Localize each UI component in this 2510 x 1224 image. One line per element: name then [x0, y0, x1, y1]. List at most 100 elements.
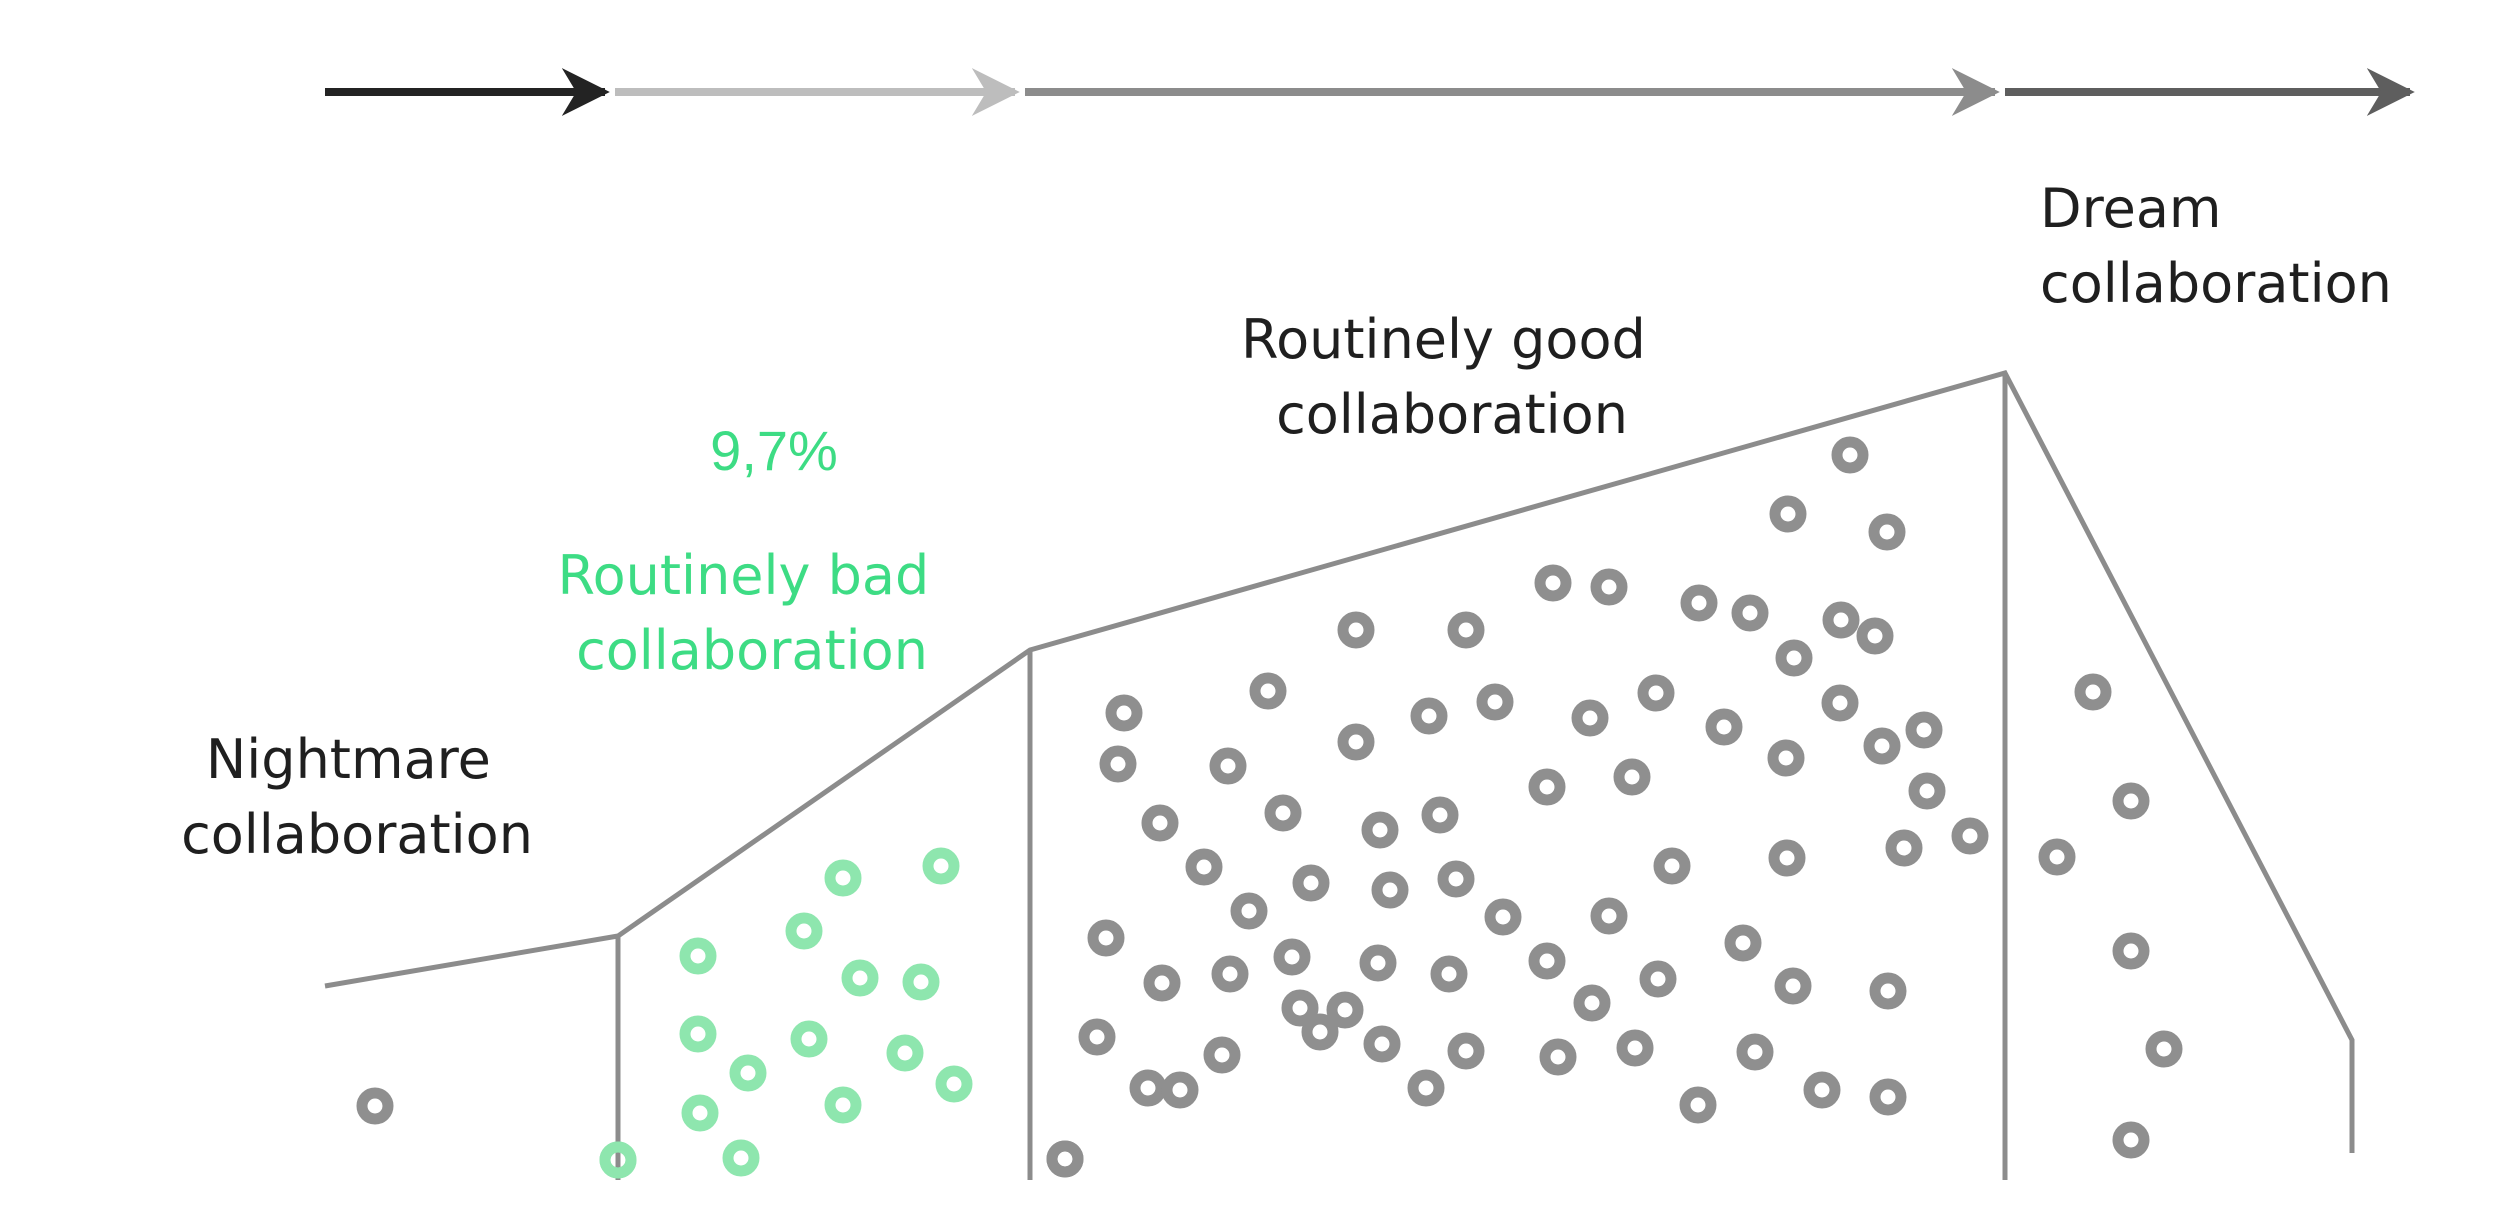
collaboration-dot [1249, 672, 1287, 710]
collaboration-dot [1768, 839, 1806, 877]
collaboration-dot [1421, 796, 1459, 834]
collaboration-dot [1573, 984, 1611, 1022]
collaboration-dot [1821, 684, 1859, 722]
label-dream: Dream collaboration [2040, 177, 2392, 315]
collaboration-dot [1767, 739, 1805, 777]
collaboration-dot [841, 959, 879, 997]
collaboration-dot [679, 1015, 717, 1053]
collaboration-dot [1099, 745, 1137, 783]
collaboration-dot [935, 1065, 973, 1103]
collaboration-dot [1653, 847, 1691, 885]
collaboration-dot [2112, 1121, 2150, 1159]
collaboration-dot [1273, 938, 1311, 976]
collaboration-dot [1534, 564, 1572, 602]
collaboration-dot [356, 1087, 394, 1125]
collaboration-dot [1724, 924, 1762, 962]
collaboration-dot [1803, 1071, 1841, 1109]
collaboration-dot [1337, 723, 1375, 761]
collaboration-dot [824, 859, 862, 897]
collaboration-dot [679, 937, 717, 975]
collaboration-dot [922, 847, 960, 885]
collaboration-dot [1775, 639, 1813, 677]
collaboration-dot [1868, 513, 1906, 551]
collaboration-dot [1143, 964, 1181, 1002]
collaboration-dot [1679, 1086, 1717, 1124]
collaboration-dot [1371, 871, 1409, 909]
collaboration-dot [1430, 955, 1468, 993]
collaboration-dot [1822, 601, 1860, 639]
collaboration-dot [790, 1020, 828, 1058]
collaboration-dot [599, 1141, 637, 1179]
distribution-outline [324, 370, 2355, 1180]
collaboration-dot [824, 1086, 862, 1124]
collaboration-dot [1705, 708, 1743, 746]
collaboration-dot [1230, 892, 1268, 930]
collaboration-dot [1639, 960, 1677, 998]
collaboration-dot [1616, 1029, 1654, 1067]
collaboration-dot [729, 1054, 767, 1092]
collaboration-dot [1211, 955, 1249, 993]
collaboration-dot [1363, 1025, 1401, 1063]
collaboration-dot [2112, 932, 2150, 970]
collaboration-dot [722, 1139, 760, 1177]
collaboration-dot [1292, 864, 1330, 902]
collaboration-dot [1407, 1069, 1445, 1107]
collaboration-dot [1613, 758, 1651, 796]
collaboration-dot [1905, 711, 1943, 749]
collaboration-dot [1539, 1038, 1577, 1076]
collaboration-dot [1908, 772, 1946, 810]
collaboration-dot [1869, 972, 1907, 1010]
collaboration-dot [1885, 829, 1923, 867]
collaboration-dot [1731, 594, 1769, 632]
collaboration-dot [1141, 804, 1179, 842]
collaboration-dot [1528, 942, 1566, 980]
collaboration-dot [1129, 1069, 1167, 1107]
collaboration-dot [2038, 838, 2076, 876]
collaboration-dot [1447, 1032, 1485, 1070]
collaboration-dot [1831, 436, 1869, 474]
collaboration-dot [1046, 1140, 1084, 1178]
collaboration-dot [1301, 1013, 1339, 1051]
dots-bad [599, 847, 973, 1179]
collaboration-dot [1087, 919, 1125, 957]
collaboration-dot [1571, 699, 1609, 737]
collaboration-dot [1209, 747, 1247, 785]
collaboration-dot [1590, 568, 1628, 606]
collaboration-dot [1476, 683, 1514, 721]
label-nightmare: Nightmare collaboration [181, 728, 533, 866]
collaboration-dot [1264, 794, 1302, 832]
dots-good [1046, 436, 1989, 1178]
collaboration-dot [1528, 768, 1566, 806]
collaboration-dot [1680, 584, 1718, 622]
label-good: Routinely good collaboration [1241, 308, 1663, 446]
collaboration-dot [1447, 611, 1485, 649]
outline-top-edge [324, 370, 2355, 1153]
collaboration-dot [785, 912, 823, 950]
collaboration-dot [1161, 1071, 1199, 1109]
collaboration-dot [1437, 860, 1475, 898]
label-bad-percent: 9,7% [710, 419, 838, 482]
collaboration-dot [1359, 944, 1397, 982]
collaboration-dot [1736, 1033, 1774, 1071]
collaboration-dot [1410, 697, 1448, 735]
collaboration-dot [1484, 898, 1522, 936]
label-bad: Routinely bad collaboration [558, 544, 947, 682]
collaboration-dot [902, 963, 940, 1001]
collaboration-dot [1951, 817, 1989, 855]
collaboration-dot [1281, 989, 1319, 1027]
collaboration-dot [1769, 495, 1807, 533]
collaboration-dot [681, 1094, 719, 1132]
dots-nightmare [356, 1087, 394, 1125]
collaboration-dot [1637, 674, 1675, 712]
collaboration-dot [1774, 967, 1812, 1005]
collaboration-dot [1105, 694, 1143, 732]
collaboration-dot [1863, 727, 1901, 765]
collaboration-dot [886, 1034, 924, 1072]
collaboration-dot [2074, 673, 2112, 711]
collaboration-dot [2145, 1030, 2183, 1068]
collaboration-dot [1326, 991, 1364, 1029]
dots-dream [2038, 673, 2183, 1159]
collaboration-dot [1869, 1078, 1907, 1116]
collaboration-dot [1856, 617, 1894, 655]
